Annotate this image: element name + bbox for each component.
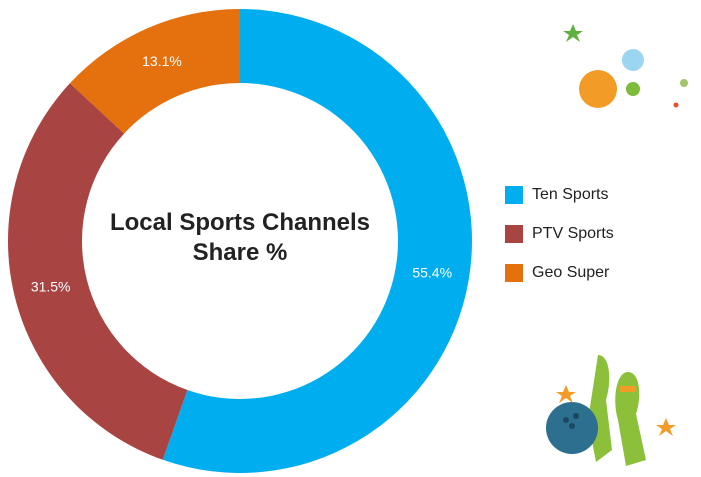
value-label: 55.4% — [412, 265, 452, 281]
legend-label: PTV Sports — [532, 225, 614, 242]
decoration — [546, 24, 688, 466]
legend-label: Geo Super — [532, 264, 610, 281]
legend-swatch — [505, 225, 523, 243]
donut-slice — [162, 9, 472, 473]
value-label: 13.1% — [142, 53, 182, 69]
chart-title: Local Sports Channels Share % — [109, 209, 371, 266]
donut-slice — [7, 83, 188, 460]
legend-swatch — [505, 264, 523, 282]
legend-label: Ten Sports — [532, 186, 608, 203]
value-label: 31.5% — [31, 278, 71, 294]
legend-swatch — [505, 186, 523, 204]
donut-slice — [69, 9, 240, 134]
